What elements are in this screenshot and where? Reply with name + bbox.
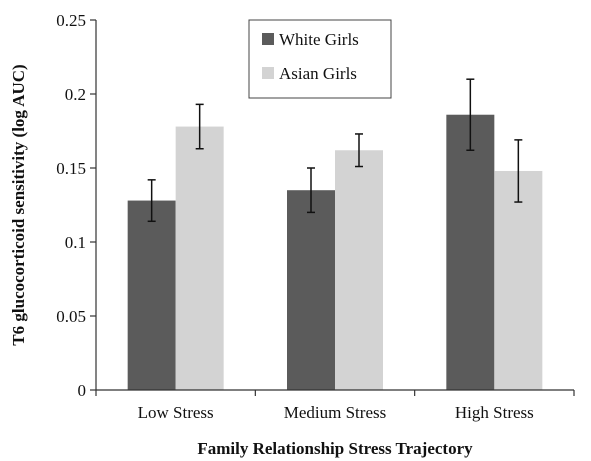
y-tick-label: 0.1 (65, 233, 86, 252)
x-ticks-layer: Low Stress Medium Stress High Stress (95, 390, 575, 422)
legend-swatch-white-girls (262, 33, 274, 45)
legend: White Girls Asian Girls (248, 19, 392, 99)
y-tick-label: 0.05 (56, 307, 86, 326)
axes-layer (95, 20, 574, 391)
legend-label-white-girls: White Girls (279, 30, 359, 49)
x-category-label: High Stress (455, 403, 534, 422)
bar-asian-girls (335, 150, 383, 390)
bar-white-girls (127, 200, 176, 390)
bars-layer (127, 114, 543, 390)
y-ticks-layer: 0 0.05 0.1 0.15 0.2 0.25 (56, 11, 96, 400)
y-tick-label: 0.25 (56, 11, 86, 30)
y-tick-label: 0.15 (56, 159, 86, 178)
x-axis-title: Family Relationship Stress Trajectory (197, 439, 473, 458)
bar-asian-girls (175, 126, 224, 390)
legend-label-asian-girls: Asian Girls (279, 64, 357, 83)
x-category-label: Medium Stress (284, 403, 386, 422)
error-bars-layer (147, 78, 523, 223)
bar-white-girls (287, 190, 335, 390)
y-axis-title: T6 glucocorticoid sensitivity (log AUC) (9, 64, 28, 345)
bar-white-girls (446, 114, 495, 390)
y-tick-label: 0 (78, 381, 87, 400)
y-tick-label: 0.2 (65, 85, 86, 104)
bar-asian-girls (494, 170, 543, 390)
legend-swatch-asian-girls (262, 67, 274, 79)
x-category-label: Low Stress (138, 403, 214, 422)
